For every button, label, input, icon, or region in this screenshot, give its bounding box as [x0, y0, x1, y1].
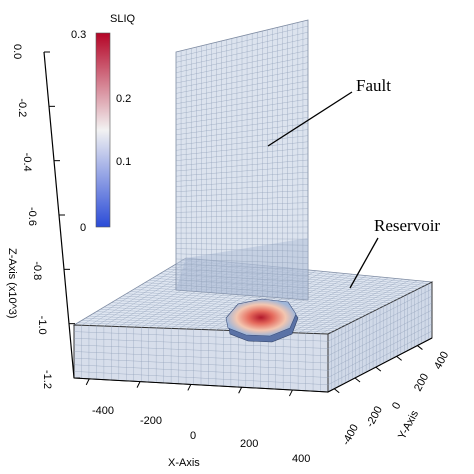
x-axis: -400 -200 0 200 400 X-Axis [73, 377, 329, 469]
colorbar-tick-2: 0.1 [116, 156, 131, 168]
y-tick-label: -200 [364, 404, 385, 429]
reservoir-label: Reservoir [374, 216, 440, 235]
fault-label: Fault [356, 76, 391, 95]
fault-grid [175, 21, 309, 300]
x-tick-label: -200 [140, 415, 162, 427]
z-tick-label: -0.8 [31, 261, 43, 280]
colorbar-tick-0: 0.3 [71, 29, 86, 41]
colorbar-ramp [95, 32, 111, 228]
colorbar-tick-3: 0 [80, 222, 86, 234]
z-tick-label: -1.0 [36, 316, 48, 335]
fault-callout: Fault [267, 76, 391, 147]
x-tick-label: 200 [240, 438, 258, 450]
colorbar-title: SLIQ [110, 13, 136, 25]
y-tick-label: 400 [432, 350, 451, 372]
y-axis-title: Y-Axis [396, 408, 421, 441]
z-axis: 0.0 -0.2 -0.4 -0.6 -0.8 -1.0 -1.2 Z-Axis (x10^… [6, 44, 80, 389]
plume [225, 298, 299, 343]
reservoir-grid [73, 258, 433, 392]
z-tick-label: -0.4 [21, 153, 33, 172]
colorbar-tick-1: 0.2 [116, 93, 131, 105]
colorbar: SLIQ 0.3 0.2 0.1 0 [71, 13, 136, 234]
plume-top [225, 298, 297, 337]
x-tick-label: 400 [292, 453, 310, 465]
y-tick-label: 200 [412, 372, 431, 394]
reservoir-block [72, 257, 434, 393]
x-tick-label: 0 [190, 430, 196, 442]
y-tick-label: -400 [340, 422, 361, 447]
z-axis-title: Z-Axis (x10^3) [6, 248, 18, 319]
x-tick-label: -400 [92, 405, 114, 417]
z-tick-label: -0.6 [26, 207, 38, 226]
z-tick-label: -0.2 [16, 98, 28, 117]
reservoir-callout: Reservoir [349, 216, 440, 289]
y-tick-label: 0 [390, 400, 403, 411]
z-tick-label: -1.2 [41, 370, 53, 389]
x-axis-title: X-Axis [168, 457, 200, 469]
z-tick-label: 0.0 [11, 44, 23, 59]
fault-plane [175, 19, 309, 301]
